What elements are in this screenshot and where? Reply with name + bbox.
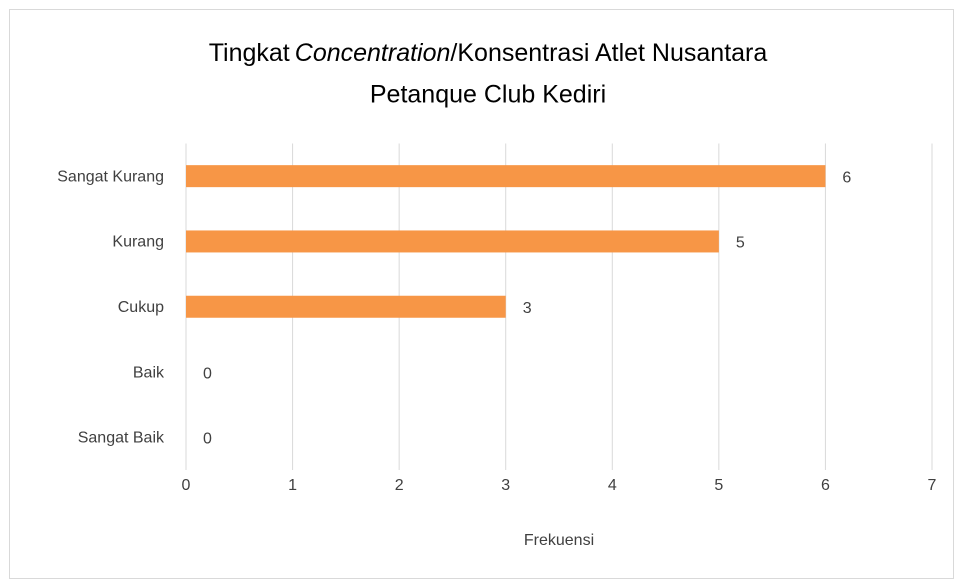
- data-label: 5: [736, 235, 745, 252]
- x-tick-label: 3: [501, 477, 510, 494]
- y-tick-label: Kurang: [112, 234, 164, 251]
- y-tick-label: Baik: [133, 364, 165, 381]
- bar: [186, 230, 719, 253]
- data-label: 3: [523, 300, 532, 317]
- data-label: 6: [842, 169, 851, 186]
- x-tick-label: 4: [608, 477, 617, 494]
- title-part: Tingkat: [209, 39, 290, 67]
- y-tick-label: Sangat Baik: [78, 430, 165, 447]
- x-tick-label: 0: [182, 477, 191, 494]
- bar: [186, 295, 506, 318]
- x-tick-label: 2: [395, 477, 404, 494]
- chart-border: [9, 9, 954, 579]
- x-tick-label: 5: [714, 477, 723, 494]
- x-tick-label: 7: [928, 477, 937, 494]
- data-label: 0: [203, 365, 212, 382]
- y-tick-label: Sangat Kurang: [57, 168, 164, 185]
- data-label: 0: [203, 431, 212, 448]
- x-axis-title: Frekuensi: [524, 532, 594, 549]
- y-tick-label: Cukup: [118, 299, 164, 316]
- x-tick-label: 1: [288, 477, 297, 494]
- chart-title: Petanque Club Kediri: [370, 81, 606, 109]
- title-part: Concentration: [295, 39, 451, 67]
- title-part: /Konsentrasi Atlet Nusantara: [450, 39, 767, 67]
- bar: [186, 165, 826, 188]
- x-tick-label: 6: [821, 477, 830, 494]
- chart-title: Tingkat Concentration/Konsentrasi Atlet N…: [209, 39, 768, 67]
